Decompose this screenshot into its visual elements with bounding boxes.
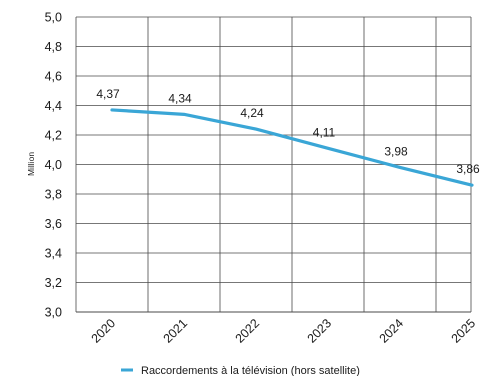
x-tick-label: 2023: [305, 316, 335, 346]
data-label: 4,34: [168, 91, 192, 105]
y-tick-label: 3,8: [45, 188, 62, 202]
data-label: 4,11: [313, 125, 336, 139]
grid: [75, 16, 472, 313]
x-tick-label: 2024: [377, 316, 407, 346]
data-label: 3,86: [456, 162, 480, 176]
x-tick-label: 2021: [161, 316, 191, 346]
legend: Raccordements à la télévision (hors sate…: [121, 365, 360, 376]
y-tick-label: 4,0: [45, 158, 62, 172]
y-tick-label: 4,4: [45, 99, 62, 113]
y-tick-label: 4,6: [45, 70, 62, 84]
y-tick-label: 3,4: [45, 247, 62, 261]
series-group: [110, 108, 474, 187]
y-tick-label: 3,2: [45, 276, 62, 290]
x-tick-label: 2020: [89, 316, 119, 346]
x-tick-label: 2025: [449, 316, 479, 346]
data-label: 3,98: [384, 144, 408, 158]
y-tick-label: 5,0: [45, 11, 62, 25]
data-labels: 4,37 4,34 4,24 4,11 3,98 3,86: [96, 87, 480, 176]
y-tick-label: 3,0: [45, 306, 62, 320]
y-tick-label: 4,2: [45, 129, 62, 143]
y-axis-label: Million: [26, 152, 36, 176]
legend-label: Raccordements à la télévision (hors sate…: [141, 365, 360, 376]
x-axis-ticks: 2020 2021 2022 2023 2024 2025: [89, 316, 479, 346]
x-tick-label: 2022: [233, 316, 263, 346]
data-label: 4,37: [96, 87, 120, 101]
y-tick-label: 4,8: [45, 40, 62, 54]
y-tick-label: 3,6: [45, 217, 62, 231]
y-axis-ticks: 3,0 3,2 3,4 3,6 3,8 4,0 4,2 4,4 4,6 4,8 5,0: [45, 11, 62, 320]
data-label: 4,24: [240, 106, 264, 120]
series-line: [110, 108, 474, 187]
